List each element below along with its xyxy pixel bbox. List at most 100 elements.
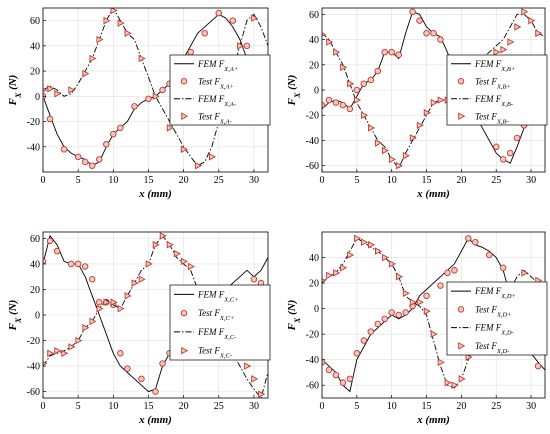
data-point-triangle [374,247,383,255]
data-point-circle [110,130,117,138]
chart-panel-4: 0 5 10 15 20 25 30 -60 -40 -20 0 20 40 x (mm) FX (N) FE… [286,231,548,426]
data-point-triangle [395,161,403,170]
data-point-circle [388,309,395,316]
data-point-triangle [173,249,181,258]
data-point-circle [117,124,124,132]
data-point-circle [346,375,354,383]
x-tick-label: 10 [387,175,397,186]
data-point-triangle [409,298,417,306]
data-point-circle [395,311,402,319]
data-point-triangle [152,241,160,249]
data-point-triangle [416,298,424,306]
data-point-circle [88,275,96,283]
x-tick-label: 25 [491,175,501,186]
y-tick-label: 0 [314,86,319,97]
y-tick-label: -20 [306,111,319,122]
data-point-circle [444,269,451,277]
x-tick-label: 15 [143,401,153,412]
data-point-triangle [47,85,55,93]
data-point-triangle [451,381,459,389]
data-point-circle [367,76,375,84]
data-point-circle [353,86,361,94]
legend-label: Test FX,A+ [198,76,234,90]
y-tick-label: -20 [27,336,40,347]
data-point-circle [472,238,479,246]
x-tick-label: 15 [422,175,432,186]
x-axis-label: x (mm) [416,414,450,426]
legend-swatch [458,342,466,350]
legend-swatch [181,346,189,355]
data-point-circle [117,350,124,357]
data-point-triangle [326,38,334,46]
data-point-circle [367,328,375,335]
data-point-triangle [117,19,125,27]
legend-swatch [457,77,465,85]
data-point-triangle [322,32,327,37]
data-point-triangle [110,8,118,15]
legend-label: Test FX,C- [198,346,232,360]
data-point-triangle [402,151,410,160]
data-point-triangle [333,269,341,277]
legend-label: Test FX,B+ [475,76,511,90]
data-point-circle [416,17,423,24]
data-point-triangle [437,96,445,104]
data-point-triangle [507,38,515,46]
data-point-triangle [82,324,90,332]
data-point-circle [360,80,368,87]
data-point-circle [506,149,514,157]
legend-box [446,54,548,126]
x-tick-label: 5 [354,401,359,412]
data-point-triangle [47,349,55,358]
data-point-circle [332,371,340,379]
data-point-triangle [333,48,341,56]
y-tick-label: -60 [306,161,319,172]
y-tick-label: -40 [306,355,319,366]
legend-label: FEM FX,B- [474,94,513,108]
data-point-circle [250,275,258,283]
legend-box [446,281,548,356]
data-point-triangle [374,139,383,147]
data-point-triangle [444,378,452,387]
data-point-triangle [514,23,522,31]
data-point-triangle [61,349,69,358]
legend-box [169,284,271,361]
data-point-circle [95,298,103,306]
data-point-circle [243,42,251,50]
data-point-triangle [54,90,62,98]
data-point-triangle [237,42,245,50]
data-point-circle [486,251,493,259]
data-point-triangle [381,146,389,155]
data-point-circle [374,67,382,75]
data-point-triangle [368,241,376,249]
y-tick-label: 0 [35,92,40,103]
data-point-circle [159,86,166,94]
data-point-triangle [416,121,424,130]
legend-label: FEM FX,A- [197,94,236,108]
data-point-circle [353,350,361,357]
data-point-circle [53,247,61,255]
data-point-circle [360,337,368,344]
chart-panel-3: 0 5 10 15 20 25 30 -60 -40 -20 0 20 40 60 x (mm) FX (N)… [7,231,271,426]
data-point-circle [103,140,110,148]
y-axis-label: FX (N) [286,75,302,107]
legend: FEM FX,B+ Test FX,B+ FEM FX,B- Test FX,B- [446,54,548,126]
legend-label: Test FX,D+ [475,304,512,318]
x-tick-label: 10 [108,401,118,412]
x-tick-label: 30 [249,401,259,412]
y-tick-label: -60 [306,381,319,392]
legend-label: FEM FX,D+ [474,286,516,300]
data-point-triangle [354,234,362,243]
x-tick-label: 20 [456,401,466,412]
x-tick-label: 20 [179,175,189,186]
data-point-triangle [54,347,62,355]
data-point-triangle [402,289,410,298]
data-point-triangle [430,98,438,107]
data-point-circle [395,51,402,58]
data-point-circle [492,143,500,151]
data-point-triangle [187,262,195,271]
data-point-triangle [430,330,438,338]
x-tick-label: 25 [491,401,501,412]
data-point-triangle [208,153,217,161]
data-point-triangle [82,69,90,78]
